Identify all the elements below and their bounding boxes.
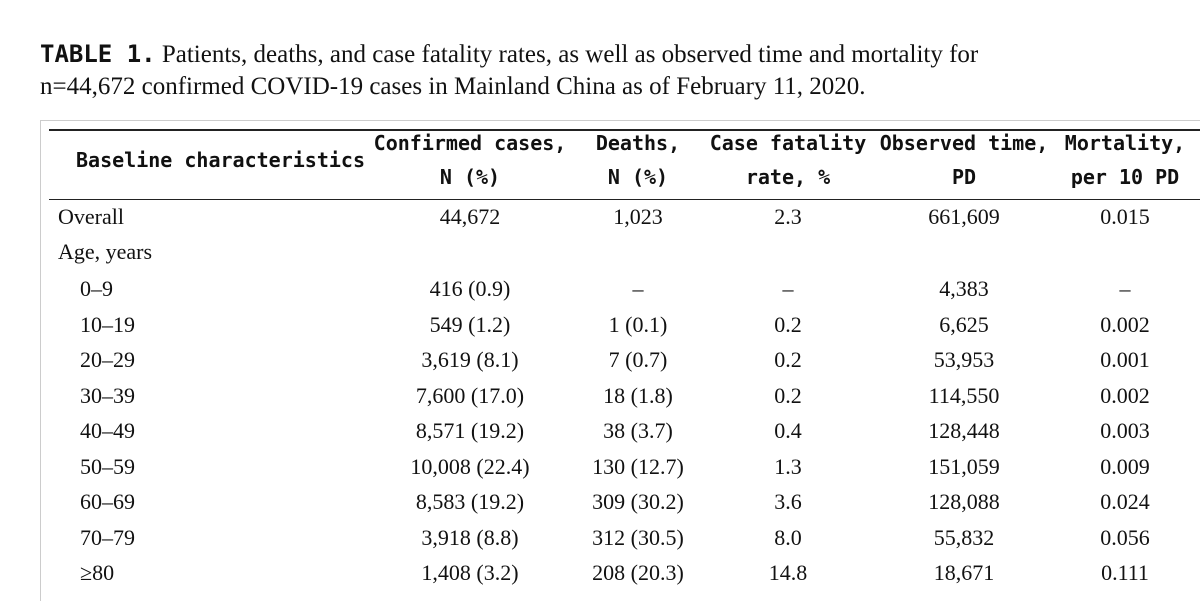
age-row-label: 20–29 [80,347,135,372]
age-row-label: 70–79 [80,525,135,550]
header-confirmed-line1: Confirmed cases, [373,131,567,155]
header-cfr: Case fatality rate, % [706,126,870,194]
age-row-observed: 4,383 [939,276,989,301]
age-row-mortality: 0.003 [1100,418,1150,443]
age-row-deaths: 7 (0.7) [608,347,668,372]
header-cfr-line2: rate, % [745,165,831,189]
overall-deaths: 1,023 [613,204,663,229]
age-row-cfr: 1.3 [774,454,802,479]
age-row-mortality: 0.002 [1100,312,1150,337]
age-row-deaths: 38 (3.7) [603,418,673,443]
header-mortality-line1: Mortality, [1064,131,1186,155]
header-observed-line2: PD [951,165,977,189]
age-row-cfr: 14.8 [768,560,808,585]
overall-observed: 661,609 [928,204,1000,229]
age-row-label: 10–19 [80,312,135,337]
age-row-confirmed: 416 (0.9) [429,276,511,301]
age-row-confirmed: 3,619 (8.1) [421,347,519,372]
age-row-confirmed: 1,408 (3.2) [421,560,519,585]
caption-line-2: n=44,672 confirmed COVID-19 cases in Mai… [40,73,866,100]
age-row-label: 40–49 [80,418,135,443]
header-baseline: Baseline characteristics [76,143,365,177]
age-row-mortality: 0.002 [1100,383,1150,408]
header-cfr-line1: Case fatality [709,131,867,155]
age-row-cfr: 0.2 [774,312,802,337]
age-row-cfr: 0.4 [774,418,802,443]
age-row-cfr: 0.2 [774,383,802,408]
table-header-rule [49,199,1200,200]
age-row-mortality: 0.009 [1100,454,1150,479]
age-row-observed: 6,625 [939,312,989,337]
header-deaths-line2: N (%) [607,165,669,189]
table-label: TABLE 1. [40,40,156,68]
header-deaths-line1: Deaths, [595,131,681,155]
age-row-observed: 55,832 [933,525,995,550]
header-confirmed: Confirmed cases, N (%) [368,126,572,194]
age-row-label: 50–59 [80,454,135,479]
age-row-confirmed: 10,008 (22.4) [410,454,530,479]
age-row-confirmed: 8,583 (19.2) [415,489,525,514]
age-row-observed: 53,953 [933,347,995,372]
age-row-deaths: 312 (30.5) [592,525,684,550]
overall-cfr: 2.3 [774,204,802,229]
header-observed: Observed time, PD [872,126,1056,194]
age-row-cfr: 3.6 [774,489,802,514]
age-row-mortality: 0.001 [1100,347,1150,372]
table-top-rule [49,129,1200,131]
header-baseline-text: Baseline characteristics [76,148,365,172]
age-row-cfr: 0.2 [774,347,802,372]
age-row-deaths: 208 (20.3) [592,560,684,585]
header-deaths: Deaths, N (%) [576,126,700,194]
age-row-confirmed: 8,571 (19.2) [415,418,525,443]
age-row-mortality: 0.056 [1100,525,1150,550]
age-section-label: Age, years [58,239,153,264]
age-row-deaths: 130 (12.7) [592,454,684,479]
age-row-label: 0–9 [80,276,113,301]
age-row-observed: 151,059 [928,454,1000,479]
age-row-label: 30–39 [80,383,135,408]
overall-confirmed: 44,672 [439,204,501,229]
age-row-mortality: 0.024 [1100,489,1150,514]
header-confirmed-line2: N (%) [439,165,501,189]
age-row-cfr: – [782,276,794,301]
age-row-deaths: 18 (1.8) [603,383,673,408]
age-row-confirmed: 549 (1.2) [429,312,511,337]
age-row-mortality: – [1119,276,1131,301]
age-row-mortality: 0.111 [1101,560,1149,585]
age-row-label: 60–69 [80,489,135,514]
age-row-deaths: – [632,276,644,301]
overall-label: Overall [58,204,124,229]
age-row-observed: 128,088 [928,489,1000,514]
age-row-observed: 18,671 [933,560,995,585]
table-frame [40,120,1200,601]
caption-line-1: Patients, deaths, and case fatality rate… [161,41,979,68]
age-row-deaths: 309 (30.2) [592,489,684,514]
header-mortality-line2: per 10 PD [1070,165,1180,189]
age-row-confirmed: 7,600 (17.0) [415,383,525,408]
header-observed-line1: Observed time, [879,131,1049,155]
age-row-deaths: 1 (0.1) [608,312,668,337]
header-mortality: Mortality, per 10 PD [1060,126,1190,194]
overall-mortality: 0.015 [1100,204,1150,229]
age-row-label: ≥80 [80,560,115,585]
age-row-observed: 128,448 [928,418,1000,443]
table-caption: TABLE 1. Patients, deaths, and case fata… [40,38,1180,103]
age-row-confirmed: 3,918 (8.8) [421,525,519,550]
age-row-observed: 114,550 [928,383,1000,408]
age-row-cfr: 8.0 [774,525,802,550]
